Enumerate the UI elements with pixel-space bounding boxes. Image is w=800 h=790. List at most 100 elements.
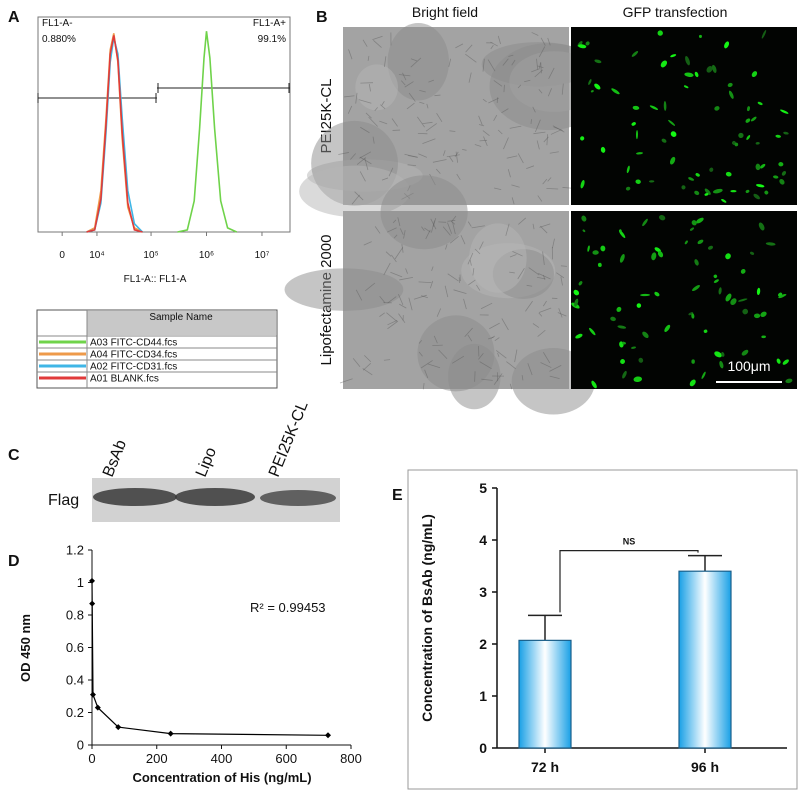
data-point [167, 730, 174, 737]
gfp-cell [724, 41, 730, 49]
gfp-cell [761, 335, 766, 339]
gfp-cell [738, 132, 744, 139]
gfp-cell [691, 313, 695, 319]
cell-outline [553, 126, 563, 131]
legend-header: Sample Name [149, 312, 213, 323]
cell-outline [540, 362, 552, 368]
gfp-cell [661, 138, 667, 143]
cell-outline [468, 279, 476, 286]
cell-outline [435, 168, 441, 174]
gfp-cell [694, 190, 700, 196]
cell-outline [497, 129, 503, 135]
cell-outline [489, 322, 500, 330]
gfp-cell [689, 227, 695, 231]
cell-outline [418, 351, 423, 357]
x-tick-label: 10⁶ [199, 250, 214, 261]
lane-label: Lipo [193, 445, 220, 480]
gfp-cell [691, 359, 695, 364]
cell-outline [445, 244, 448, 250]
cell-outline [467, 252, 474, 265]
x-tick-label: 10⁴ [89, 250, 104, 261]
cell-outline [379, 312, 385, 317]
cell-outline [482, 130, 490, 137]
gfp-cell [581, 215, 587, 222]
y-tick-label: 0 [77, 738, 84, 753]
cell-outline [355, 92, 358, 104]
x-tick-label: 200 [146, 751, 168, 766]
blot-row-label: Flag [48, 492, 79, 509]
gfp-cell [688, 312, 694, 316]
cell-outline [526, 165, 535, 169]
cell-outline [356, 157, 367, 165]
gfp-image [571, 27, 797, 205]
gfp-cell [714, 351, 722, 358]
panel-label: B [316, 9, 328, 26]
cell-outline [383, 359, 391, 361]
cell-outline [428, 79, 434, 83]
cell-outline [549, 375, 560, 380]
legend-label: A03 FITC-CD44.fcs [90, 338, 177, 349]
x-tick-label: 10⁵ [143, 250, 158, 261]
texture [380, 175, 468, 250]
cell-outline [536, 58, 539, 70]
gfp-cell [580, 179, 585, 189]
texture [417, 315, 495, 392]
cell-outline [509, 383, 513, 390]
histogram-curve [86, 37, 144, 233]
cell-outline [467, 221, 472, 227]
cell-outline [402, 72, 407, 81]
scale-bar-label: 100μm [727, 358, 770, 374]
gfp-cell [685, 55, 690, 66]
cell-outline [465, 44, 473, 53]
x-tick-label: 0 [59, 250, 65, 261]
cell-outline [501, 318, 509, 331]
gfp-cell [775, 134, 781, 138]
cell-outline [540, 225, 548, 234]
annotation: R² = 0.99453 [250, 600, 326, 615]
gfp-cell [592, 250, 599, 255]
cell-outline [448, 58, 452, 67]
cell-outline [432, 159, 447, 163]
cell-outline [482, 58, 485, 72]
micrographs [284, 22, 797, 415]
cell-outline [393, 234, 398, 239]
panel-frame [407, 469, 798, 790]
cell-outline [373, 40, 382, 48]
cell-outline [454, 151, 459, 158]
cell-outline [449, 156, 454, 163]
cell-outline [549, 151, 559, 154]
cell-outline [364, 355, 372, 363]
cell-outline [447, 222, 453, 234]
cell-outline [434, 94, 441, 97]
gate-name: FL1-A- [42, 18, 73, 29]
cell-outline [547, 37, 551, 46]
gfp-cell [635, 179, 641, 184]
cell-outline [547, 88, 552, 97]
cell-outline [534, 119, 541, 133]
cell-outline [355, 289, 363, 301]
legend-header-bg [87, 311, 276, 335]
gfp-cell [681, 185, 686, 190]
lane-label: BsAb [100, 438, 130, 480]
cell-outline [488, 97, 499, 104]
cell-outline [474, 248, 481, 255]
gfp-cell [654, 291, 660, 297]
gfp-cell [619, 254, 625, 263]
cell-outline [509, 125, 522, 129]
gfp-cell [631, 346, 636, 349]
legend-label: A04 FITC-CD34.fcs [90, 350, 177, 361]
gfp-cell [718, 287, 722, 295]
gfp-cell [610, 316, 616, 322]
cell-outline [538, 312, 543, 317]
gfp-cell [626, 165, 630, 174]
panel-label: C [8, 447, 20, 464]
cell-outline [359, 156, 372, 165]
cell-outline [392, 219, 397, 224]
cell-outline [468, 72, 472, 83]
cell-outline [460, 235, 466, 245]
cell-outline [487, 336, 494, 340]
y-tick-label: 4 [479, 532, 487, 548]
cell-outline [339, 378, 353, 384]
cell-outline [533, 131, 546, 135]
x-axis-label: Concentration of His (ng/mL) [132, 770, 311, 785]
